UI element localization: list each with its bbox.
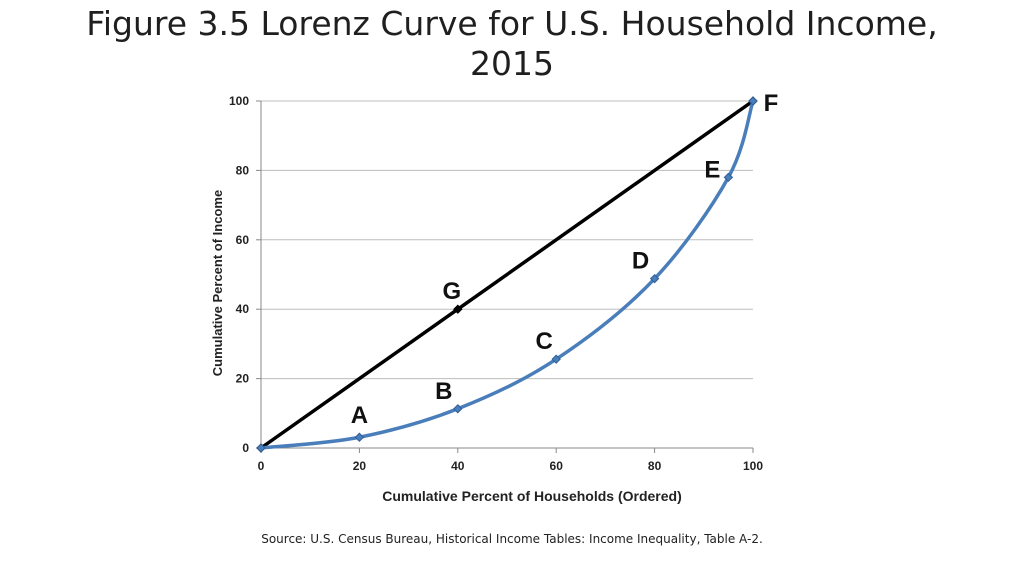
y-tick-label: 100: [229, 94, 249, 108]
y-tick-label: 60: [236, 233, 250, 247]
equality-line: [259, 99, 755, 450]
source-note: Source: U.S. Census Bureau, Historical I…: [261, 532, 763, 546]
grid: [261, 100, 753, 380]
point-label-a: A: [351, 402, 368, 429]
data-point-marker: [723, 172, 734, 183]
title-line-1: Figure 3.5 Lorenz Curve for U.S. Househo…: [86, 4, 938, 43]
y-tick-label: 80: [236, 163, 250, 177]
point-labels: G F A B C D E: [351, 90, 779, 429]
x-tick-label: 60: [550, 459, 564, 473]
title-line-2: 2015: [470, 44, 554, 83]
x-tick-label: 80: [648, 459, 662, 473]
data-point-marker: [649, 273, 660, 284]
point-label-d: D: [632, 248, 649, 275]
data-point-marker: [354, 432, 365, 442]
data-point-marker: [551, 354, 561, 364]
x-tick-label: 40: [451, 459, 465, 473]
x-tick-label: 20: [353, 459, 367, 473]
point-label-g: G: [442, 278, 461, 305]
data-point-marker: [256, 443, 266, 453]
x-axis-label: Cumulative Percent of Households (Ordere…: [382, 488, 682, 504]
point-label-e: E: [704, 156, 720, 183]
series-layer: [256, 96, 758, 453]
slide-title: Figure 3.5 Lorenz Curve for U.S. Househo…: [0, 4, 1024, 84]
axes: 0 20 40 60 80 100 0 20 40 60 80 100: [229, 94, 763, 473]
data-point-marker: [453, 304, 463, 314]
y-tick-label: 40: [236, 302, 250, 316]
data-point-marker: [453, 404, 463, 414]
x-tick-label: 100: [743, 459, 763, 473]
point-label-f: F: [764, 90, 779, 117]
data-point-marker: [748, 96, 758, 106]
point-label-b: B: [435, 378, 452, 405]
y-axis-label: Cumulative Percent of Income: [210, 190, 225, 376]
y-tick-label: 0: [242, 441, 249, 455]
x-tick-label: 0: [258, 459, 265, 473]
y-tick-label: 20: [236, 372, 250, 386]
point-label-c: C: [536, 328, 553, 355]
